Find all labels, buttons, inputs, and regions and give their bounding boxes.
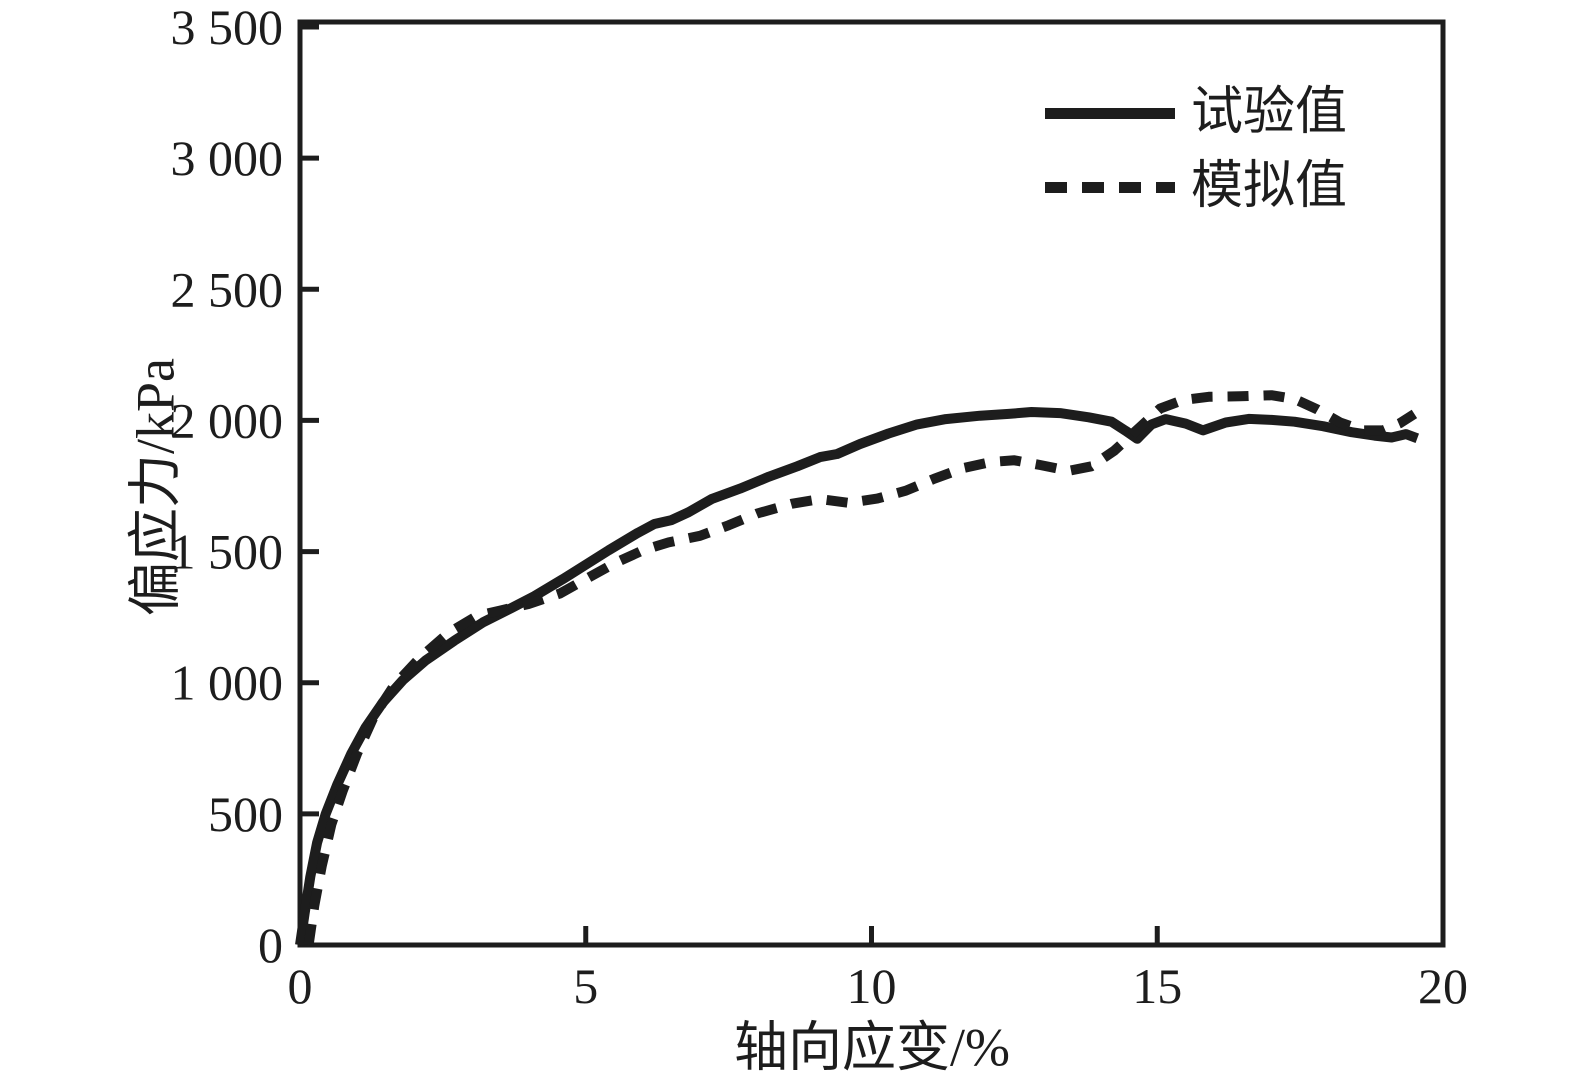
legend-label-experimental: 试验值	[1191, 84, 1348, 141]
y-axis-tick-label: 3 500	[171, 0, 284, 55]
x-axis-tick-label: 0	[288, 958, 313, 1014]
y-axis-tick-label: 2 000	[171, 392, 284, 448]
data-series	[295, 390, 1420, 946]
x-axis-tick-label: 10	[847, 958, 897, 1014]
y-axis-title: 偏应力/kPa	[125, 357, 186, 617]
axis-tick-labels: 0 500 1 000 1 500 2 000 2 500 3 000 3 500 0 5 10 15…	[171, 0, 1469, 1014]
y-axis-tick-label: 0	[258, 917, 283, 973]
legend-dashed-line-swatch	[1045, 181, 1175, 193]
y-axis-tick-label: 1 500	[171, 524, 284, 580]
x-axis-title: 轴向应变/%	[734, 1017, 1010, 1078]
legend-item-simulated: 模拟值	[1045, 150, 1347, 224]
series-line-simulated	[303, 390, 1418, 946]
x-axis-tick-label: 5	[573, 958, 598, 1014]
legend: 试验值 模拟值	[1045, 76, 1347, 224]
y-axis-tick-label: 1 000	[171, 655, 284, 711]
series-line-experimental	[295, 407, 1420, 946]
y-axis-tick-label: 500	[208, 786, 283, 842]
legend-label-simulated: 模拟值	[1191, 158, 1348, 215]
legend-solid-line-swatch	[1045, 107, 1175, 119]
y-axis-tick-label: 3 000	[171, 130, 284, 186]
legend-item-experimental: 试验值	[1045, 76, 1347, 150]
x-axis-tick-label: 20	[1418, 958, 1468, 1014]
x-axis-tick-label: 15	[1132, 958, 1182, 1014]
y-axis-tick-label: 2 500	[171, 261, 284, 317]
